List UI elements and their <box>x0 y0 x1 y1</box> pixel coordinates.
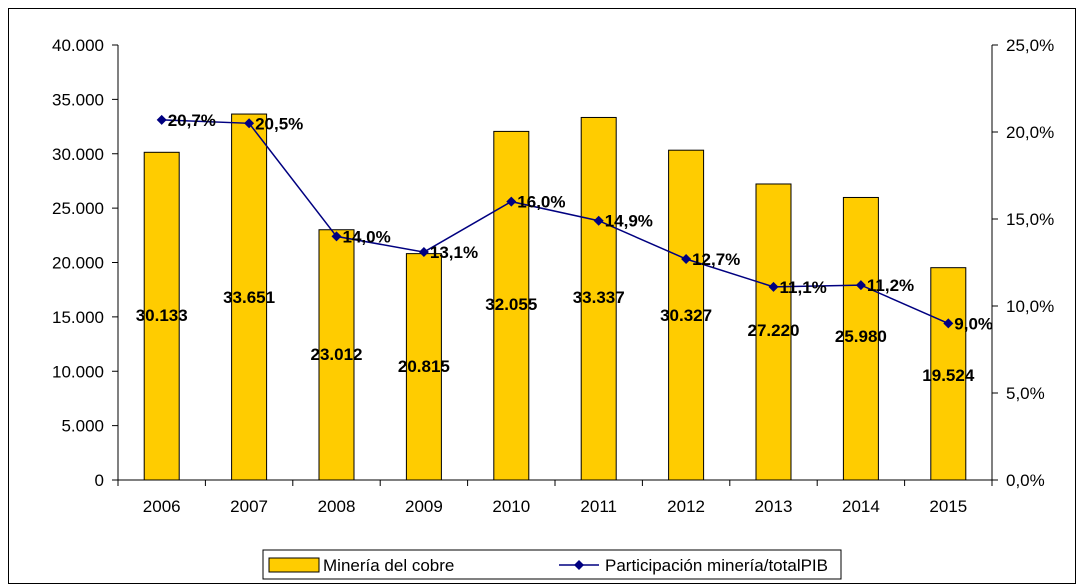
line-data-label: 14,0% <box>343 227 391 246</box>
x-tick-label: 2015 <box>929 497 967 516</box>
line-data-label: 16,0% <box>517 193 565 212</box>
line-data-label: 14,9% <box>605 212 653 231</box>
line-data-label: 11,1% <box>780 278 827 297</box>
line-data-label: 12,7% <box>692 250 740 269</box>
bar-2014 <box>842 196 879 481</box>
x-tick-label: 2014 <box>842 497 880 516</box>
bar-2007 <box>231 113 268 481</box>
y-left-tick-label: 10.000 <box>52 362 104 381</box>
line-point-2009 <box>418 247 429 258</box>
y-left-tick-label: 35.000 <box>52 90 104 109</box>
bar-2010 <box>493 130 530 481</box>
bar-data-label: 30.133 <box>136 306 188 325</box>
bar-2006 <box>143 151 180 481</box>
bar-2012 <box>668 149 705 481</box>
x-tick-label: 2006 <box>143 497 181 516</box>
y-left-tick-label: 20.000 <box>52 254 104 273</box>
line-point-2014 <box>855 280 866 291</box>
line-data-label: 20,5% <box>255 114 303 133</box>
legend-label-bar: Minería del cobre <box>323 556 454 575</box>
bar-data-label: 23.012 <box>311 345 363 364</box>
y-right-tick-label: 5,0% <box>1006 384 1045 403</box>
line-point-2007 <box>244 118 255 129</box>
bar-data-label: 30.327 <box>660 306 712 325</box>
bar-data-label: 32.055 <box>485 295 537 314</box>
bar-data-label: 27.220 <box>748 321 800 340</box>
chart-frame <box>8 8 1076 584</box>
line-point-2008 <box>331 231 342 242</box>
line-participacion <box>161 119 949 325</box>
y-right-tick-label: 25,0% <box>1006 36 1054 55</box>
x-tick-label: 2012 <box>667 497 705 516</box>
line-point-2015 <box>943 318 954 329</box>
line-data-label: 20,7% <box>168 111 216 130</box>
y-left-tick-label: 25.000 <box>52 199 104 218</box>
legend-swatch-marker <box>574 560 584 570</box>
line-point-2011 <box>593 215 604 226</box>
bar-2008 <box>318 229 355 481</box>
line-point-2006 <box>156 114 167 125</box>
line-data-label: 11,2% <box>867 276 914 295</box>
y-right-tick-label: 15,0% <box>1006 210 1054 229</box>
y-right-tick-label: 10,0% <box>1006 297 1054 316</box>
legend-label-line: Participación minería/totalPIB <box>605 556 828 575</box>
line-point-2010 <box>506 196 517 207</box>
bar-data-label: 33.651 <box>223 288 275 307</box>
y-right-tick-label: 0,0% <box>1006 471 1045 490</box>
x-tick-label: 2007 <box>230 497 268 516</box>
bar-data-label: 33.337 <box>573 288 625 307</box>
legend-box <box>262 549 842 580</box>
x-tick-label: 2010 <box>492 497 530 516</box>
y-left-tick-label: 0 <box>95 471 104 490</box>
y-left-tick-label: 40.000 <box>52 36 104 55</box>
bar-data-label: 19.524 <box>922 366 975 385</box>
x-tick-label: 2008 <box>318 497 356 516</box>
line-point-2013 <box>768 281 779 292</box>
line-data-label: 13,1% <box>430 243 478 262</box>
x-tick-label: 2009 <box>405 497 443 516</box>
x-tick-label: 2011 <box>580 497 617 516</box>
y-left-tick-label: 30.000 <box>52 145 104 164</box>
bar-data-label: 20.815 <box>398 357 450 376</box>
legend-swatch-bar <box>268 557 320 573</box>
y-left-tick-label: 5.000 <box>61 417 104 436</box>
y-left-tick-label: 15.000 <box>52 308 104 327</box>
bar-data-label: 25.980 <box>835 327 887 346</box>
line-data-label: 9,0% <box>954 314 993 333</box>
line-point-2012 <box>681 254 692 265</box>
y-right-tick-label: 20,0% <box>1006 123 1054 142</box>
bar-2015 <box>930 267 967 481</box>
x-tick-label: 2013 <box>755 497 793 516</box>
